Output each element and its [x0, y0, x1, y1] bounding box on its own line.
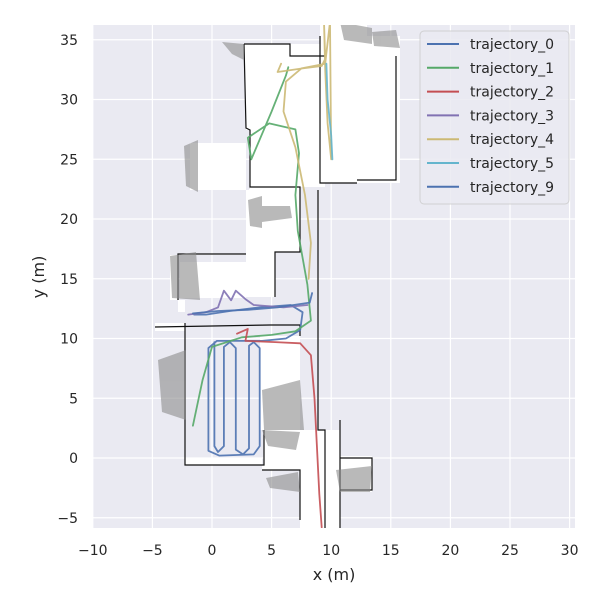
series-line-trajectory-4: [276, 25, 333, 280]
legend-entry-label: trajectory_2: [470, 85, 554, 101]
legend-entry-label: trajectory_5: [470, 156, 554, 172]
series-line-trajectory-2: [236, 327, 323, 528]
y-tick-label: 35: [60, 33, 78, 49]
y-axis-label: y (m): [29, 256, 48, 299]
series-line-trajectory-0: [193, 304, 304, 457]
y-tick-label: −5: [57, 511, 78, 527]
legend-entry-label: trajectory_1: [470, 61, 554, 77]
trajectories: [187, 25, 334, 528]
x-tick-label: 25: [501, 543, 519, 559]
y-tick-label: 0: [69, 451, 78, 467]
occupancy-map: [154, 25, 400, 528]
series-line-trajectory-9: [191, 292, 314, 315]
series-line-trajectory-5: [325, 62, 334, 161]
legend-box: [419, 30, 570, 205]
x-tick-label: 10: [322, 543, 340, 559]
x-tick-label: 30: [561, 543, 579, 559]
x-tick-label: 0: [208, 543, 217, 559]
series-line-trajectory-1: [191, 66, 312, 427]
y-tick-label: 15: [60, 272, 78, 288]
series-line-trajectory-3: [187, 289, 309, 316]
x-axis-label: x (m): [313, 565, 356, 584]
legend: trajectory_0 trajectory_1 trajectory_2traj…: [419, 30, 570, 205]
x-tick-label: −5: [142, 543, 163, 559]
legend-entry-label: trajectory_4: [470, 132, 554, 148]
y-tick-label: 5: [69, 391, 78, 407]
y-tick-label: 20: [60, 212, 78, 228]
legend-entry-label: trajectory_0: [470, 37, 554, 53]
x-tick-label: −10: [78, 543, 108, 559]
x-tick-label: 15: [382, 543, 400, 559]
y-tick-label: 25: [60, 152, 78, 168]
legend-entry-label: trajectory_3: [470, 108, 554, 124]
y-tick-label: 10: [60, 332, 78, 348]
x-tick-label: 20: [441, 543, 459, 559]
y-tick-label: 30: [60, 93, 78, 109]
legend-entry-label: trajectory_9: [470, 180, 554, 196]
x-tick-label: 5: [267, 543, 276, 559]
